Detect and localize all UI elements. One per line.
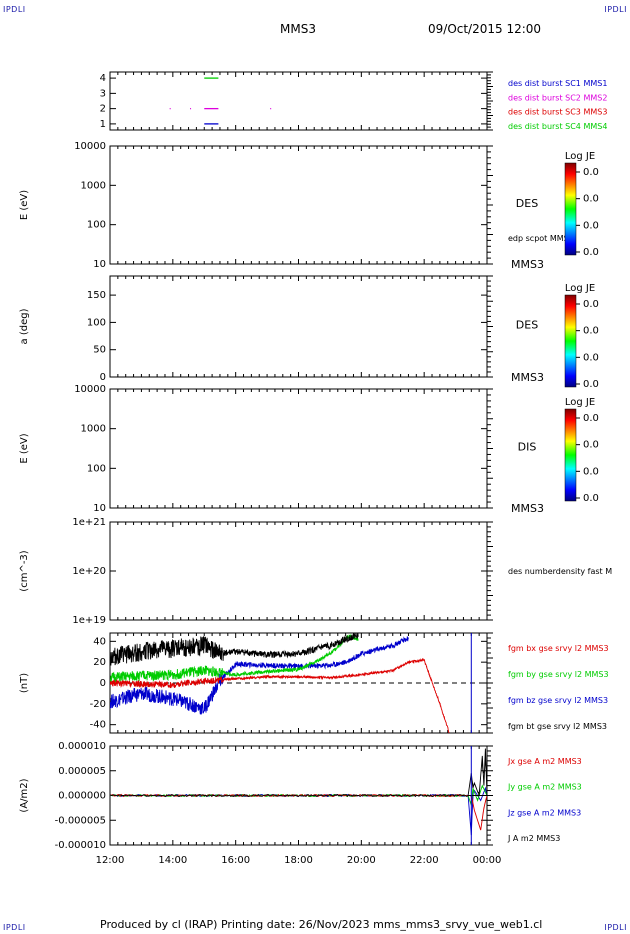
density-ytick-label: 1e+20 bbox=[72, 566, 106, 577]
current-legend-entry: Jz gse A m2 MMS3 bbox=[507, 808, 581, 817]
fgm-legend-entry: fgm by gse srvy l2 MMS3 bbox=[508, 670, 609, 679]
current-ytick-label: -0.000005 bbox=[55, 815, 106, 826]
dis-energy-ytick-label: 10000 bbox=[74, 384, 106, 395]
dis-energy-colorbar-tick-label: 0.0 bbox=[583, 493, 599, 504]
x-tick-label: 22:00 bbox=[410, 855, 439, 866]
dis-energy-colorbar bbox=[564, 408, 577, 502]
density-frame bbox=[109, 521, 488, 621]
fgm-legend-entry: fgm bx gse srvy l2 MMS3 bbox=[508, 644, 609, 653]
fgm-legend-entry: fgm bz gse srvy l2 MMS3 bbox=[508, 696, 608, 705]
burst-ytick-label: 1 bbox=[100, 119, 106, 130]
des-pitch-species-label: DES bbox=[516, 319, 538, 332]
des-energy-colorbar-tick-label: 0.0 bbox=[583, 167, 599, 178]
des-energy-ytick-label: 10000 bbox=[74, 141, 106, 152]
dis-energy-colorbar-tick-label: 0.0 bbox=[583, 440, 599, 451]
density-legend-entry: des numberdensity fast M bbox=[508, 567, 612, 576]
burst-frame bbox=[109, 71, 488, 131]
x-tick-label: 16:00 bbox=[221, 855, 250, 866]
burst-legend-entry: des dist burst SC1 MMS1 bbox=[508, 79, 607, 88]
current-legend-entry: Jy gse A m2 MMS3 bbox=[507, 783, 582, 792]
burst-ytick-label: 2 bbox=[100, 104, 106, 115]
dis-energy-colorbar-tick-label: 0.0 bbox=[583, 413, 599, 424]
density-ylabel: (cm^-3) bbox=[19, 550, 30, 591]
dis-energy-ylabel: E (eV) bbox=[19, 433, 30, 463]
current-series-line bbox=[110, 748, 487, 798]
des-pitch-ytick-label: 0 bbox=[100, 372, 106, 383]
burst-legend-entry: des dist burst SC3 MMS3 bbox=[508, 108, 607, 117]
datetime-title: 09/Oct/2015 12:00 bbox=[428, 22, 542, 36]
des-energy-colorbar bbox=[564, 162, 577, 256]
des-pitch-ylabel: a (deg) bbox=[19, 308, 30, 344]
current-series-line bbox=[110, 793, 487, 831]
des-energy-colorbar-tick-label: 0.0 bbox=[583, 194, 599, 205]
fgm-ytick-label: 20 bbox=[93, 657, 106, 668]
burst-ytick-label: 3 bbox=[100, 88, 106, 99]
corner-label-bottom-left: IPDLI bbox=[3, 923, 26, 932]
current-legend-entry: J A m2 MMS3 bbox=[507, 834, 560, 843]
density-ytick-label: 1e+19 bbox=[72, 615, 106, 626]
x-tick-label: 20:00 bbox=[347, 855, 376, 866]
x-tick-label: 12:00 bbox=[96, 855, 125, 866]
des-pitch-ytick-label: 100 bbox=[87, 317, 106, 328]
des-pitch-ytick-label: 50 bbox=[93, 345, 106, 356]
burst-legend-entry: des dist burst SC2 MMS2 bbox=[508, 93, 607, 102]
des-pitch-colorbar-title: Log JE bbox=[565, 283, 595, 294]
dis-energy-colorbar-title: Log JE bbox=[565, 397, 595, 408]
des-energy-ytick-label: 1000 bbox=[81, 180, 106, 191]
spacecraft-title: MMS3 bbox=[280, 22, 316, 36]
dis-energy-species-label: DIS bbox=[518, 441, 537, 454]
current-ytick-label: 0.000000 bbox=[58, 791, 106, 802]
dis-energy-spacecraft-label: MMS3 bbox=[511, 502, 544, 515]
des-pitch-colorbar-tick-label: 0.0 bbox=[583, 352, 599, 363]
des-energy-colorbar-tick-label: 0.0 bbox=[583, 247, 599, 258]
des-pitch-frame bbox=[109, 275, 488, 378]
des-energy-ytick-label: 10 bbox=[93, 259, 106, 270]
des-energy-colorbar-title: Log JE bbox=[565, 151, 595, 162]
current-ytick-label: 0.000010 bbox=[58, 741, 106, 752]
fgm-series-line bbox=[110, 633, 359, 684]
corner-label-top-right: IPDLI bbox=[604, 5, 627, 14]
corner-label-bottom-right: IPDLI bbox=[604, 923, 627, 932]
des-energy-spacecraft-label: MMS3 bbox=[511, 258, 544, 271]
fgm-legend-entry: fgm bt gse srvy l2 MMS3 bbox=[508, 722, 607, 731]
fgm-ytick-label: 0 bbox=[100, 678, 106, 689]
x-tick-label: 00:00 bbox=[473, 855, 502, 866]
corner-label-top-left: IPDLI bbox=[3, 5, 26, 14]
current-ylabel: (A/m2) bbox=[19, 778, 30, 812]
des-energy-ylabel: E (eV) bbox=[19, 190, 30, 220]
dis-energy-frame bbox=[109, 388, 488, 509]
footer-text: Produced by cl (IRAP) Printing date: 26/… bbox=[100, 918, 543, 931]
x-tick-label: 18:00 bbox=[284, 855, 313, 866]
burst-ytick-label: 4 bbox=[100, 73, 106, 84]
fgm-ytick-label: -20 bbox=[90, 699, 106, 710]
fgm-ytick-label: 40 bbox=[93, 636, 106, 647]
current-ytick-label: 0.000005 bbox=[58, 766, 106, 777]
dis-energy-ytick-label: 10 bbox=[93, 503, 106, 514]
des-pitch-colorbar-tick-label: 0.0 bbox=[583, 299, 599, 310]
des-energy-extra-label: edp scpot MMS3 bbox=[508, 234, 574, 243]
fgm-series-line bbox=[110, 657, 450, 733]
fgm-series-line bbox=[110, 636, 409, 715]
des-pitch-colorbar-tick-label: 0.0 bbox=[583, 326, 599, 337]
des-energy-colorbar-tick-label: 0.0 bbox=[583, 220, 599, 231]
des-pitch-colorbar bbox=[564, 294, 577, 388]
dis-energy-ytick-label: 1000 bbox=[81, 424, 106, 435]
fgm-ylabel: (nT) bbox=[19, 673, 30, 693]
fgm-series-line bbox=[110, 633, 359, 666]
des-energy-frame bbox=[109, 145, 488, 265]
des-pitch-colorbar-tick-label: 0.0 bbox=[583, 379, 599, 390]
des-energy-species-label: DES bbox=[516, 197, 538, 210]
dis-energy-ytick-label: 100 bbox=[87, 463, 106, 474]
current-ytick-label: -0.000010 bbox=[55, 840, 106, 851]
des-energy-ytick-label: 100 bbox=[87, 220, 106, 231]
dis-energy-colorbar-tick-label: 0.0 bbox=[583, 466, 599, 477]
x-tick-label: 14:00 bbox=[158, 855, 187, 866]
current-legend-entry: Jx gse A m2 MMS3 bbox=[507, 757, 582, 766]
des-pitch-spacecraft-label: MMS3 bbox=[511, 371, 544, 384]
fgm-ytick-label: -40 bbox=[90, 720, 106, 731]
burst-legend-entry: des dist burst SC4 MMS4 bbox=[508, 122, 607, 131]
density-ytick-label: 1e+21 bbox=[72, 517, 106, 528]
des-pitch-ytick-label: 150 bbox=[87, 290, 106, 301]
